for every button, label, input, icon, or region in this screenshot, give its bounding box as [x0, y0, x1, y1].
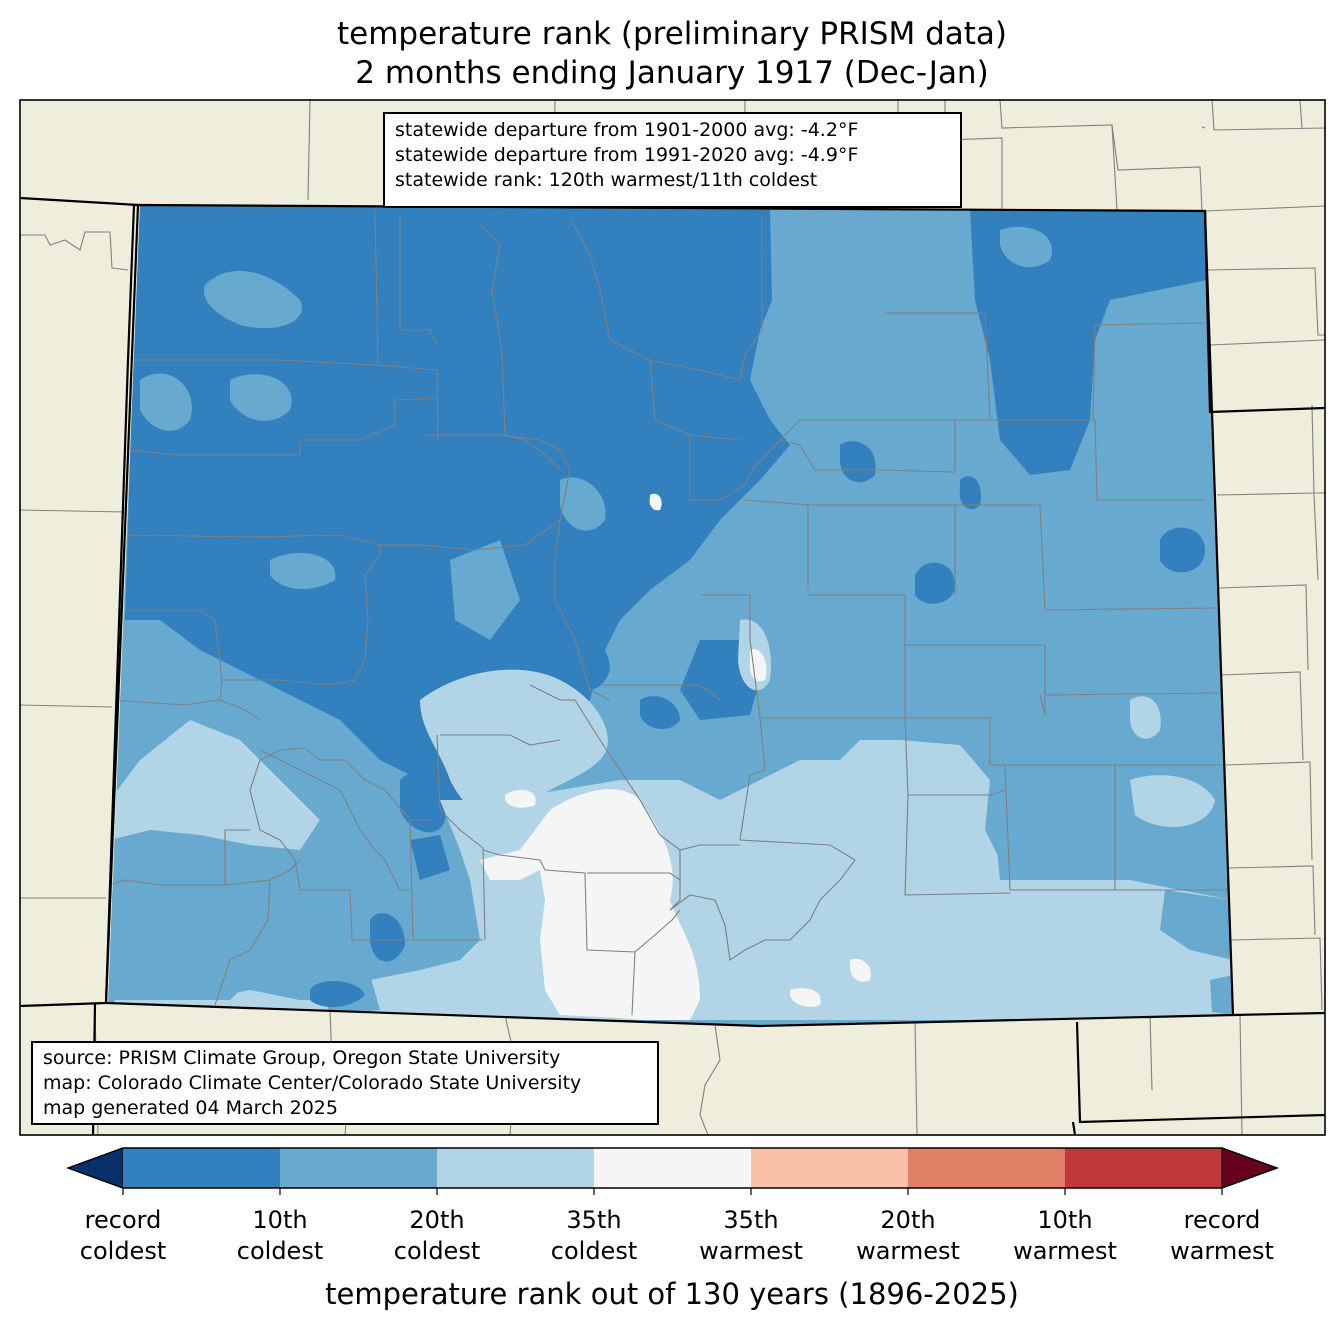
colorbar-tick-label: 20th coldest: [357, 1205, 517, 1267]
colorado-rank-fill: [108, 205, 1233, 1026]
colorbar-tick-label-line2: warmest: [1013, 1237, 1117, 1265]
map-generated-line: map generated 04 March 2025: [43, 1097, 338, 1119]
colorbar-tick-label-line1: record: [84, 1206, 162, 1234]
map-title-line2: 2 months ending January 1917 (Dec-Jan): [355, 55, 989, 91]
colorbar-tick-label-line2: coldest: [550, 1237, 638, 1265]
colorbar-swatch: [1065, 1148, 1222, 1188]
colorbar-extend-low: [66, 1147, 124, 1189]
colorbar-tick-label: 35th coldest: [514, 1205, 674, 1267]
map-credit-line: map: Colorado Climate Center/Colorado St…: [43, 1072, 582, 1094]
colorbar-tick-label: 10th coldest: [200, 1205, 360, 1267]
colorbar-swatch: [908, 1148, 1065, 1188]
colorbar-swatch: [751, 1148, 908, 1188]
stats-departure-1901-2000: statewide departure from 1901-2000 avg: …: [395, 119, 859, 141]
colorbar-tick-label-line2: coldest: [79, 1237, 167, 1265]
colorbar-tick-label: record coldest: [43, 1205, 203, 1267]
state-borders: [20, 196, 1325, 1135]
colorbar-tick-label-line1: 35th: [723, 1206, 779, 1234]
colorbar-tick-label-line1: 20th: [880, 1206, 936, 1234]
colorbar-tick-label-line1: 20th: [409, 1206, 465, 1234]
colorbar-tick-label-line2: warmest: [1170, 1237, 1274, 1265]
colorbar-tick-label: record warmest: [1142, 1205, 1302, 1267]
colorbar-tick-label-line1: 10th: [252, 1206, 308, 1234]
colorbar-swatch: [280, 1148, 437, 1188]
colorbar-tick-label-line1: record: [1183, 1206, 1261, 1234]
colorbar-tick-label: 20th warmest: [828, 1205, 988, 1267]
colorbar-tick-label-line2: warmest: [699, 1237, 803, 1265]
colorbar-tick-label-line1: 35th: [566, 1206, 622, 1234]
stats-statewide-rank: statewide rank: 120th warmest/11th colde…: [395, 169, 818, 191]
colorbar-tick-label: 10th warmest: [985, 1205, 1145, 1267]
colorbar-extend-high: [1221, 1147, 1279, 1189]
colorbar-title: temperature rank out of 130 years (1896-…: [325, 1277, 1019, 1311]
colorbar-tick-label-line1: 10th: [1037, 1206, 1093, 1234]
colorbar: [65, 1147, 1280, 1195]
colorbar-swatch: [594, 1148, 751, 1188]
colorbar-swatch: [123, 1148, 280, 1188]
source-box: source: PRISM Climate Group, Oregon Stat…: [31, 1041, 659, 1125]
source-line: source: PRISM Climate Group, Oregon Stat…: [43, 1047, 561, 1069]
stats-departure-1991-2020: statewide departure from 1991-2020 avg: …: [395, 144, 859, 166]
colorbar-tick-label-line2: coldest: [393, 1237, 481, 1265]
map-title-line1: temperature rank (preliminary PRISM data…: [336, 16, 1007, 52]
statewide-stats-box: statewide departure from 1901-2000 avg: …: [383, 112, 962, 208]
colorbar-tick-label-line2: warmest: [856, 1237, 960, 1265]
colorbar-tick-label-line2: coldest: [236, 1237, 324, 1265]
colorado-county-lines: [109, 209, 1229, 1016]
colorbar-swatch: [437, 1148, 594, 1188]
colorbar-tick-label: 35th warmest: [671, 1205, 831, 1267]
map-frame: [19, 99, 1326, 1136]
